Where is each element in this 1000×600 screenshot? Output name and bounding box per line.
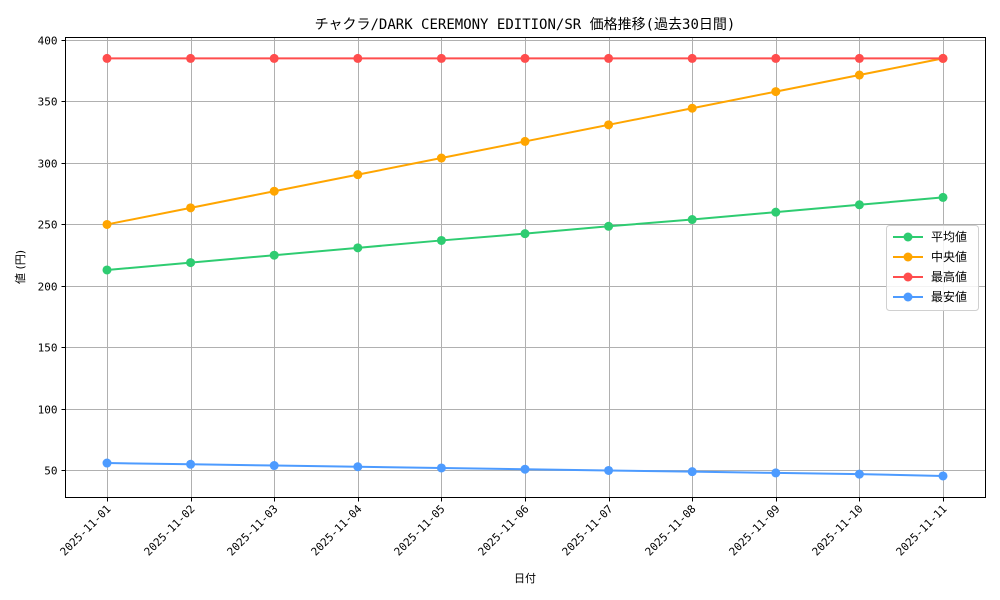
data-point xyxy=(102,53,112,63)
data-point xyxy=(269,186,279,196)
x-tick-label: 2025-11-06 xyxy=(476,502,532,558)
data-point xyxy=(687,215,697,225)
data-point xyxy=(102,219,112,229)
data-point xyxy=(353,462,363,472)
data-point xyxy=(436,235,446,245)
data-point xyxy=(436,463,446,473)
data-point xyxy=(520,53,530,63)
data-point xyxy=(102,458,112,468)
x-tick-label: 2025-11-11 xyxy=(894,502,950,558)
x-tick-label: 2025-11-02 xyxy=(142,502,198,558)
y-tick-label: 300 xyxy=(38,158,58,171)
x-tick-label: 2025-11-08 xyxy=(643,502,699,558)
x-axis-ticks: 2025-11-01 2025-11-02 2025-11-03 2025-11-04… xyxy=(58,497,950,558)
x-tick-label: 2025-11-09 xyxy=(727,502,783,558)
data-point xyxy=(186,53,196,63)
x-tick-label: 2025-11-01 xyxy=(58,502,114,558)
y-tick-label: 200 xyxy=(38,281,58,294)
data-point xyxy=(353,170,363,180)
data-point xyxy=(771,207,781,217)
data-point xyxy=(520,136,530,146)
data-point xyxy=(771,468,781,478)
data-point xyxy=(353,243,363,253)
data-point xyxy=(520,229,530,239)
legend-label: 最安値 xyxy=(931,289,967,304)
chart-title: チャクラ/DARK CEREMONY EDITION/SR 価格推移(過去30日… xyxy=(315,17,736,33)
y-tick-label: 350 xyxy=(38,96,58,109)
legend-marker xyxy=(903,252,913,262)
data-point xyxy=(186,258,196,268)
data-point xyxy=(269,250,279,260)
series-lines xyxy=(102,53,948,481)
grid-lines xyxy=(65,37,986,498)
y-axis-label: 値 (円) xyxy=(14,250,27,284)
data-point xyxy=(938,471,948,481)
y-tick-label: 250 xyxy=(38,219,58,232)
data-point xyxy=(771,53,781,63)
x-tick-label: 2025-11-05 xyxy=(392,502,448,558)
x-tick-label: 2025-11-03 xyxy=(225,502,281,558)
y-axis-ticks: 50 100 150 200 250 300 350 400 xyxy=(38,35,66,478)
y-tick-label: 150 xyxy=(38,342,58,355)
legend-marker xyxy=(903,292,913,302)
data-point xyxy=(687,103,697,113)
y-tick-label: 50 xyxy=(44,465,57,478)
legend-label: 最高値 xyxy=(931,269,967,284)
data-point xyxy=(269,461,279,471)
data-point xyxy=(687,467,697,477)
y-tick-label: 100 xyxy=(38,404,58,417)
data-point xyxy=(854,53,864,63)
data-point xyxy=(687,53,697,63)
data-point xyxy=(854,469,864,479)
data-point xyxy=(102,265,112,275)
y-tick-label: 400 xyxy=(38,35,58,48)
x-axis-label: 日付 xyxy=(514,572,536,585)
legend-label: 中央値 xyxy=(931,249,967,264)
data-point xyxy=(520,464,530,474)
data-point xyxy=(186,459,196,469)
data-point xyxy=(854,70,864,80)
data-point xyxy=(854,200,864,210)
data-point xyxy=(604,120,614,130)
data-point xyxy=(938,192,948,202)
legend-marker xyxy=(903,272,913,282)
legend-label: 平均値 xyxy=(931,229,967,244)
data-point xyxy=(771,87,781,97)
data-point xyxy=(353,53,363,63)
data-point xyxy=(604,53,614,63)
data-point xyxy=(604,221,614,231)
data-point xyxy=(269,53,279,63)
data-point xyxy=(938,53,948,63)
data-point xyxy=(604,465,614,475)
data-point xyxy=(186,203,196,213)
legend-marker xyxy=(903,232,913,242)
x-tick-label: 2025-11-07 xyxy=(560,502,616,558)
data-point xyxy=(436,53,446,63)
data-point xyxy=(436,153,446,163)
x-tick-label: 2025-11-04 xyxy=(309,502,365,558)
legend-box xyxy=(886,225,979,311)
x-tick-label: 2025-11-10 xyxy=(810,502,866,558)
